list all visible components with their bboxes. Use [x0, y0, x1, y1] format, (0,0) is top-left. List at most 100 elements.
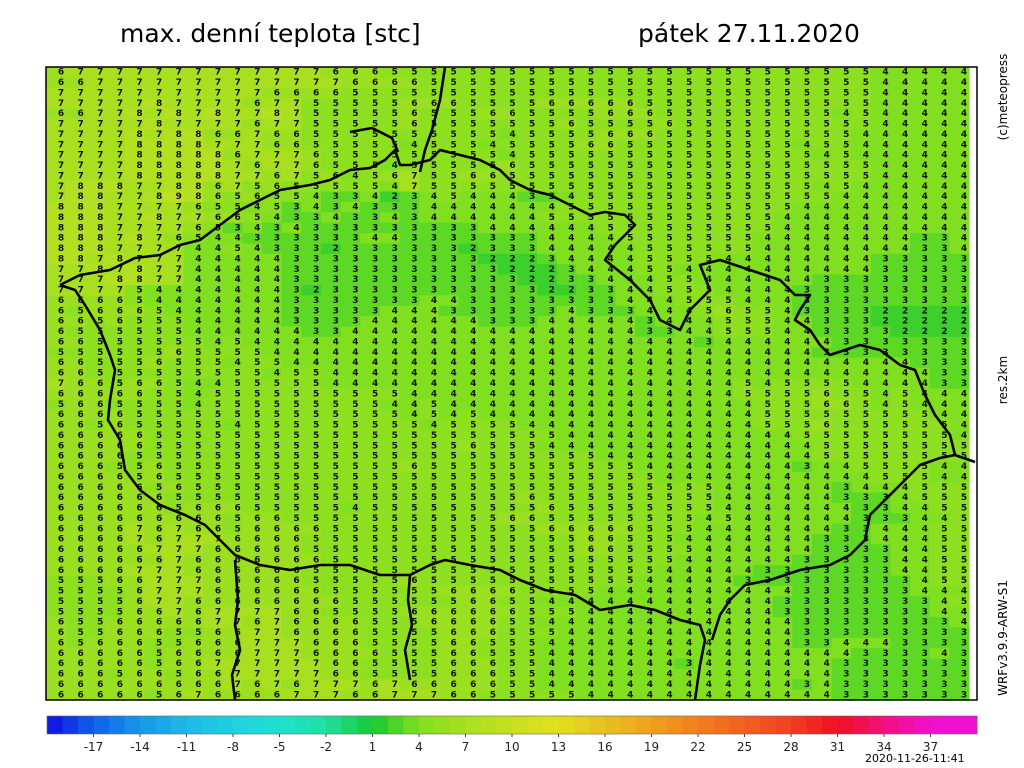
temperature-cell [890, 606, 911, 618]
temperature-cell [340, 554, 361, 566]
temperature-cell [576, 450, 597, 462]
temperature-cell [438, 305, 460, 317]
temperature-cell [458, 191, 479, 203]
temperature-cell [792, 77, 813, 89]
temperature-cell [46, 118, 67, 130]
temperature-cell [340, 264, 361, 276]
temperature-cell [203, 170, 224, 182]
temperature-cell [438, 575, 460, 587]
colorbar-tick-label: -8 [227, 740, 239, 754]
temperature-cell [811, 668, 833, 680]
temperature-cell [556, 222, 577, 234]
temperature-cell [615, 367, 636, 379]
temperature-cell [379, 450, 401, 462]
temperature-cell [811, 295, 833, 307]
temperature-cell [65, 170, 86, 182]
temperature-cell [635, 575, 656, 587]
temperature-cell [576, 357, 597, 369]
temperature-cell [478, 533, 499, 545]
temperature-cell [831, 565, 852, 577]
temperature-cell [281, 181, 302, 193]
temperature-cell [301, 492, 322, 504]
temperature-cell [340, 191, 361, 203]
temperature-cell [910, 544, 931, 556]
temperature-cell [811, 284, 833, 296]
temperature-cell [536, 637, 558, 649]
temperature-cell [792, 648, 813, 660]
temperature-cell [694, 554, 715, 566]
temperature-cell [320, 336, 342, 348]
temperature-cell [694, 388, 715, 400]
temperature-cell [478, 170, 499, 182]
temperature-cell [851, 533, 872, 545]
temperature-cell [262, 689, 283, 701]
temperature-cell [870, 689, 892, 701]
temperature-cell [360, 648, 381, 660]
temperature-cell [949, 191, 970, 203]
temperature-cell [851, 77, 872, 89]
temperature-cell [556, 67, 577, 78]
temperature-cell [399, 399, 420, 411]
temperature-cell [458, 637, 479, 649]
temperature-cell [104, 305, 126, 317]
temperature-cell [301, 170, 322, 182]
temperature-cell [419, 554, 440, 566]
temperature-cell [949, 160, 970, 172]
temperature-cell [478, 160, 499, 172]
temperature-cell [478, 243, 499, 255]
temperature-cell [46, 378, 67, 390]
temperature-cell [360, 87, 381, 99]
temperature-cell [890, 430, 911, 442]
temperature-cell [517, 513, 538, 525]
temperature-cell [929, 233, 950, 245]
temperature-cell [222, 575, 243, 587]
temperature-cell [615, 77, 636, 89]
temperature-cell [949, 253, 970, 265]
temperature-cell [144, 658, 165, 670]
colorbar-segment [155, 716, 172, 734]
temperature-cell [399, 450, 420, 462]
temperature-cell [595, 471, 617, 483]
temperature-cell [46, 471, 67, 483]
temperature-cell [870, 430, 892, 442]
temperature-cell [929, 284, 950, 296]
temperature-cell [890, 440, 911, 452]
temperature-cell [595, 77, 617, 89]
temperature-cell [399, 222, 420, 234]
temperature-cell [104, 378, 126, 390]
temperature-cell [556, 87, 577, 99]
temperature-cell [831, 295, 852, 307]
temperature-row: 7777787777677555556555555565555655555555… [58, 120, 967, 130]
temperature-cell [222, 627, 243, 639]
temperature-cell [576, 606, 597, 618]
temperature-cell [713, 440, 734, 452]
temperature-cell [281, 150, 302, 161]
temperature-cell [163, 316, 185, 328]
temperature-cell [831, 98, 852, 110]
temperature-cell [733, 336, 754, 348]
temperature-cell [497, 450, 518, 462]
temperature-row: 7777888887767564567556655555555555555555… [58, 171, 967, 181]
temperature-cell [203, 689, 224, 701]
temperature-cell [85, 243, 106, 255]
temperature-cell [595, 627, 617, 639]
temperature-cell [733, 399, 754, 411]
temperature-cell [46, 419, 67, 431]
temperature-cell [85, 367, 106, 379]
temperature-cell [438, 585, 460, 597]
temperature-cell [65, 575, 86, 587]
temperature-cell [811, 243, 833, 255]
temperature-cell [262, 616, 283, 628]
temperature-cell [183, 129, 204, 141]
temperature-cell [615, 585, 636, 597]
temperature-cell [772, 565, 793, 577]
temperature-cell [281, 596, 302, 608]
temperature-cell [929, 606, 950, 618]
temperature-cell [772, 67, 793, 78]
temperature-cell [124, 544, 145, 556]
temperature-cell [46, 77, 67, 89]
temperature-cell [497, 118, 518, 130]
temperature-cell [46, 554, 67, 566]
temperature-cell [713, 274, 734, 286]
